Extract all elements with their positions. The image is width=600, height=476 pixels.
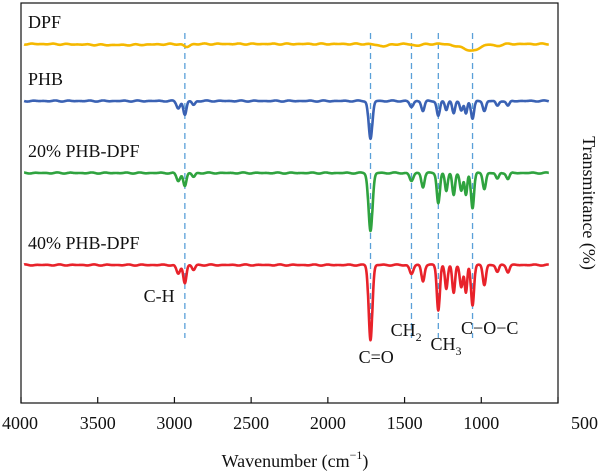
x-axis-ticks: 4000 3500 3000 2500 2000 1500 1000 500 [2, 397, 598, 433]
y-axis-label: Transmittance (%) [578, 136, 599, 270]
x-tick-label: 4000 [2, 413, 38, 433]
spectra [23, 42, 550, 342]
series-line-phb [23, 99, 550, 141]
x-tick-label: 1500 [387, 413, 423, 433]
x-tick-label: 500 [571, 413, 598, 433]
annotation-1: C=O [359, 347, 394, 367]
x-tick-label: 2000 [310, 413, 346, 433]
series-label: PHB [28, 69, 63, 89]
annotation-3: CH3 [430, 334, 461, 358]
series-labels: DPF PHB 20% PHB-DPF 40% PHB-DPF [28, 12, 140, 253]
series-line-dpf [23, 42, 550, 52]
annotation-0: C-H [144, 286, 175, 306]
x-tick-label: 1000 [463, 413, 499, 433]
series-line-20-phb-dpf [23, 171, 550, 233]
annotation-4: C−O−C [461, 318, 518, 338]
plot-frame [20, 2, 559, 404]
x-axis-label: Wavenumber (cm−1) [222, 448, 369, 472]
series-line-40-phb-dpf [23, 263, 550, 342]
x-tick-label: 3500 [80, 413, 116, 433]
series-label: 20% PHB-DPF [28, 141, 140, 161]
reference-lines [184, 33, 474, 338]
x-tick-label: 2500 [233, 413, 269, 433]
series-label: 40% PHB-DPF [28, 233, 140, 253]
x-tick-label: 3000 [156, 413, 192, 433]
series-label: DPF [28, 12, 61, 32]
annotation-2: CH2 [391, 320, 422, 344]
